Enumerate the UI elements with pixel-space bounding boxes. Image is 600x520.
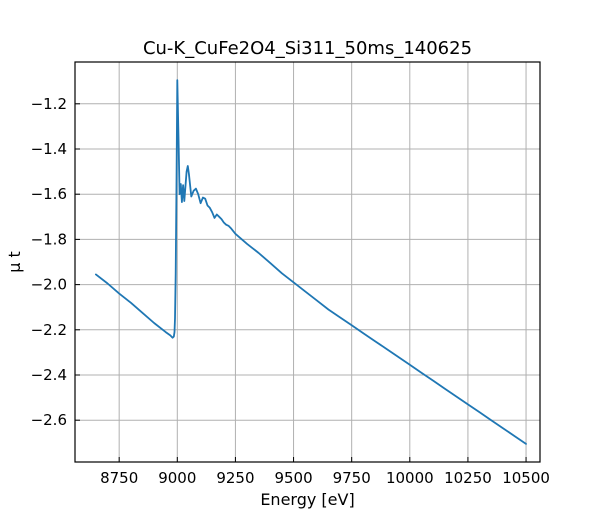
x-tick-label: 8750 [100,469,138,487]
x-axis-label: Energy [eV] [260,490,354,509]
x-tick-label: 10250 [444,469,492,487]
grid-lines [75,62,540,462]
x-tick-label: 9000 [158,469,196,487]
y-tick-label: −2.2 [31,321,67,339]
series-line [95,79,527,445]
y-axis-label: μ t [5,251,24,273]
y-tick-label: −1.8 [31,230,67,248]
y-tick-label: −2.4 [31,366,67,384]
x-tick-label: 10500 [502,469,550,487]
x-tick-label: 10000 [386,469,434,487]
y-tick-label: −1.6 [31,185,67,203]
series-layer [95,79,527,445]
plot-frame [74,61,541,463]
y-tick-label: −2.6 [31,411,67,429]
y-tick-label: −2.0 [31,276,67,294]
x-tick-label: 9750 [333,469,371,487]
y-tick-label: −1.2 [31,95,67,113]
y-tick-label: −1.4 [31,140,67,158]
axis-ticks: 8750 9000 9250 9500 9750 10000 10250 10500 −1.2 −… [31,95,550,487]
x-tick-label: 9500 [274,469,312,487]
x-tick-label: 9250 [216,469,254,487]
chart-title: Cu-K_CuFe2O4_Si311_50ms_140625 [143,38,472,59]
